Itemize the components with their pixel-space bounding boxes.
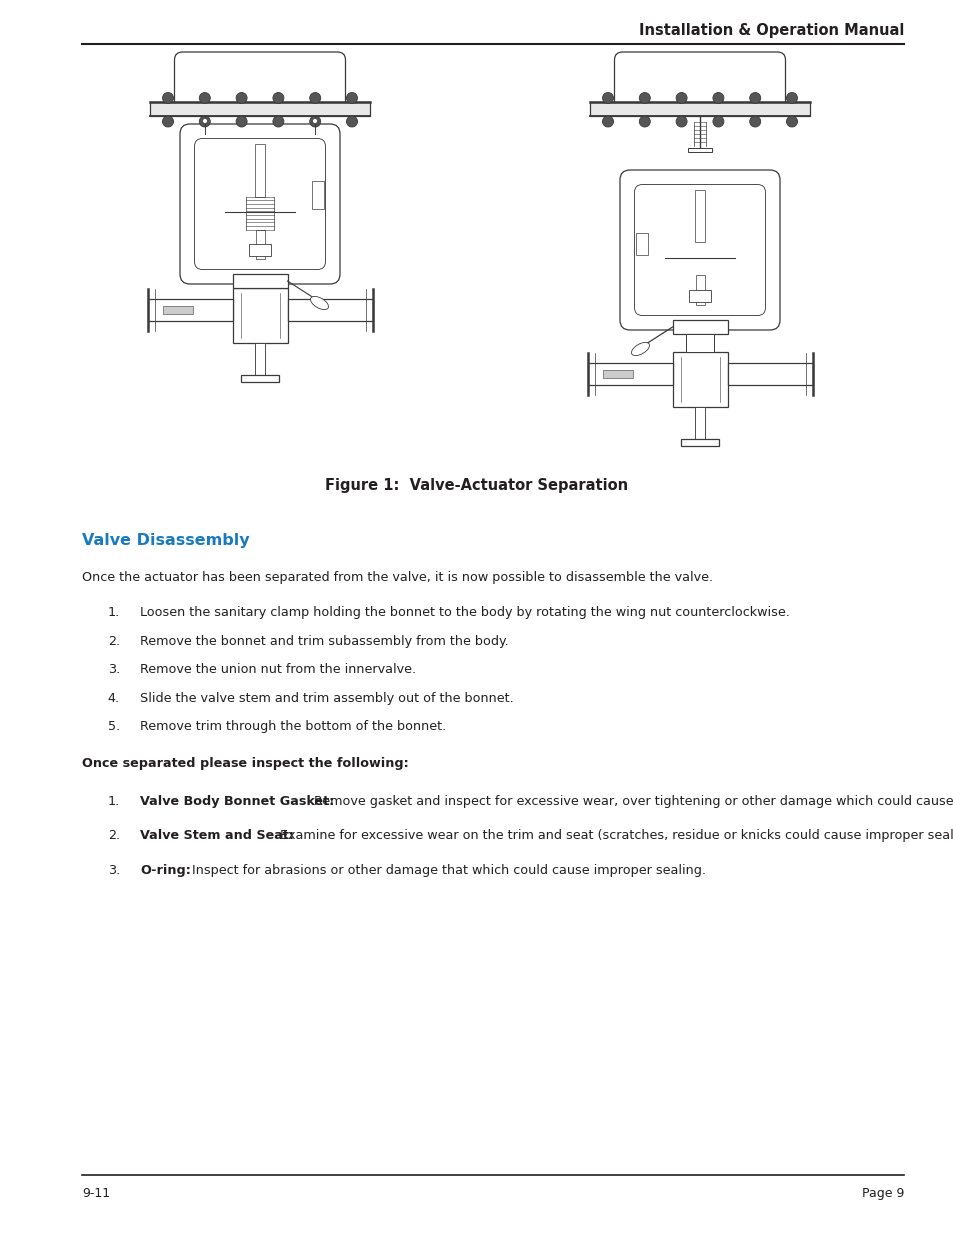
FancyBboxPatch shape	[194, 138, 325, 269]
Circle shape	[313, 119, 317, 124]
Circle shape	[235, 116, 247, 127]
Circle shape	[602, 116, 613, 127]
Bar	[287, 299, 372, 321]
Text: 1.: 1.	[108, 794, 120, 808]
Text: Remove trim through the bottom of the bonnet.: Remove trim through the bottom of the bo…	[140, 720, 446, 734]
Bar	[685, 333, 713, 352]
Bar	[150, 103, 370, 116]
Text: Slide the valve stem and trim assembly out of the bonnet.: Slide the valve stem and trim assembly o…	[140, 692, 514, 704]
Text: Once separated please inspect the following:: Once separated please inspect the follow…	[82, 757, 408, 769]
Circle shape	[712, 116, 723, 127]
Circle shape	[712, 93, 723, 104]
Bar	[680, 438, 719, 446]
Bar	[636, 233, 647, 254]
Circle shape	[749, 93, 760, 104]
FancyBboxPatch shape	[180, 124, 339, 284]
Text: 4.: 4.	[108, 692, 120, 704]
Bar	[602, 370, 632, 378]
Circle shape	[602, 93, 613, 104]
Circle shape	[273, 93, 284, 104]
Text: 3.: 3.	[108, 663, 120, 676]
Bar	[695, 190, 704, 242]
Circle shape	[346, 116, 357, 127]
Bar	[254, 343, 265, 375]
Text: 2.: 2.	[108, 635, 120, 647]
Ellipse shape	[631, 342, 649, 356]
Bar	[695, 408, 704, 438]
Circle shape	[310, 116, 320, 127]
FancyBboxPatch shape	[174, 52, 345, 110]
FancyBboxPatch shape	[619, 170, 780, 330]
Bar	[254, 144, 265, 196]
Bar	[233, 288, 287, 343]
Text: Valve Disassembly: Valve Disassembly	[82, 534, 250, 548]
FancyBboxPatch shape	[614, 52, 784, 110]
Bar	[672, 320, 727, 333]
Circle shape	[162, 116, 173, 127]
Bar	[162, 306, 193, 314]
Text: 9-11: 9-11	[82, 1187, 110, 1200]
Circle shape	[346, 93, 357, 104]
Text: Examine for excessive wear on the trim and seat (scratches, residue or knicks co: Examine for excessive wear on the trim a…	[275, 829, 953, 842]
Text: Page 9: Page 9	[861, 1187, 903, 1200]
Bar	[672, 352, 727, 408]
Text: 1.: 1.	[108, 606, 120, 619]
Circle shape	[199, 116, 210, 127]
Text: Remove the bonnet and trim subassembly from the body.: Remove the bonnet and trim subassembly f…	[140, 635, 508, 647]
Text: 2.: 2.	[108, 829, 120, 842]
Bar	[255, 230, 264, 259]
Circle shape	[639, 116, 650, 127]
Text: Inspect for abrasions or other damage that which could cause improper sealing.: Inspect for abrasions or other damage th…	[188, 863, 705, 877]
Circle shape	[202, 119, 208, 124]
Bar	[727, 363, 812, 385]
Text: Installation & Operation Manual: Installation & Operation Manual	[638, 23, 903, 38]
Text: Valve Body Bonnet Gasket:: Valve Body Bonnet Gasket:	[140, 794, 334, 808]
Bar	[688, 290, 710, 303]
Circle shape	[199, 93, 210, 104]
Bar	[249, 245, 271, 256]
Text: Remove the union nut from the innervalve.: Remove the union nut from the innervalve…	[140, 663, 416, 676]
Circle shape	[785, 93, 797, 104]
Ellipse shape	[310, 296, 328, 310]
Circle shape	[749, 116, 760, 127]
Bar	[589, 103, 809, 116]
Circle shape	[310, 93, 320, 104]
Circle shape	[676, 116, 686, 127]
Text: O-ring:: O-ring:	[140, 863, 191, 877]
Circle shape	[676, 93, 686, 104]
Text: Figure 1:  Valve-Actuator Separation: Figure 1: Valve-Actuator Separation	[325, 478, 628, 493]
Text: 5.: 5.	[108, 720, 120, 734]
Text: Valve Stem and Seat:: Valve Stem and Seat:	[140, 829, 294, 842]
Bar	[695, 275, 703, 305]
Bar	[233, 274, 287, 288]
Bar	[687, 148, 711, 152]
Text: Once the actuator has been separated from the valve, it is now possible to disas: Once the actuator has been separated fro…	[82, 571, 713, 584]
Bar	[587, 363, 672, 385]
Bar	[148, 299, 233, 321]
Bar	[241, 375, 278, 382]
Circle shape	[639, 93, 650, 104]
Text: Remove gasket and inspect for excessive wear, over tightening or other damage wh: Remove gasket and inspect for excessive …	[310, 794, 953, 808]
Text: Loosen the sanitary clamp holding the bonnet to the body by rotating the wing nu: Loosen the sanitary clamp holding the bo…	[140, 606, 789, 619]
Circle shape	[785, 116, 797, 127]
Circle shape	[273, 116, 284, 127]
Circle shape	[162, 93, 173, 104]
FancyBboxPatch shape	[634, 184, 764, 315]
Bar	[312, 182, 324, 209]
Circle shape	[235, 93, 247, 104]
Text: 3.: 3.	[108, 863, 120, 877]
